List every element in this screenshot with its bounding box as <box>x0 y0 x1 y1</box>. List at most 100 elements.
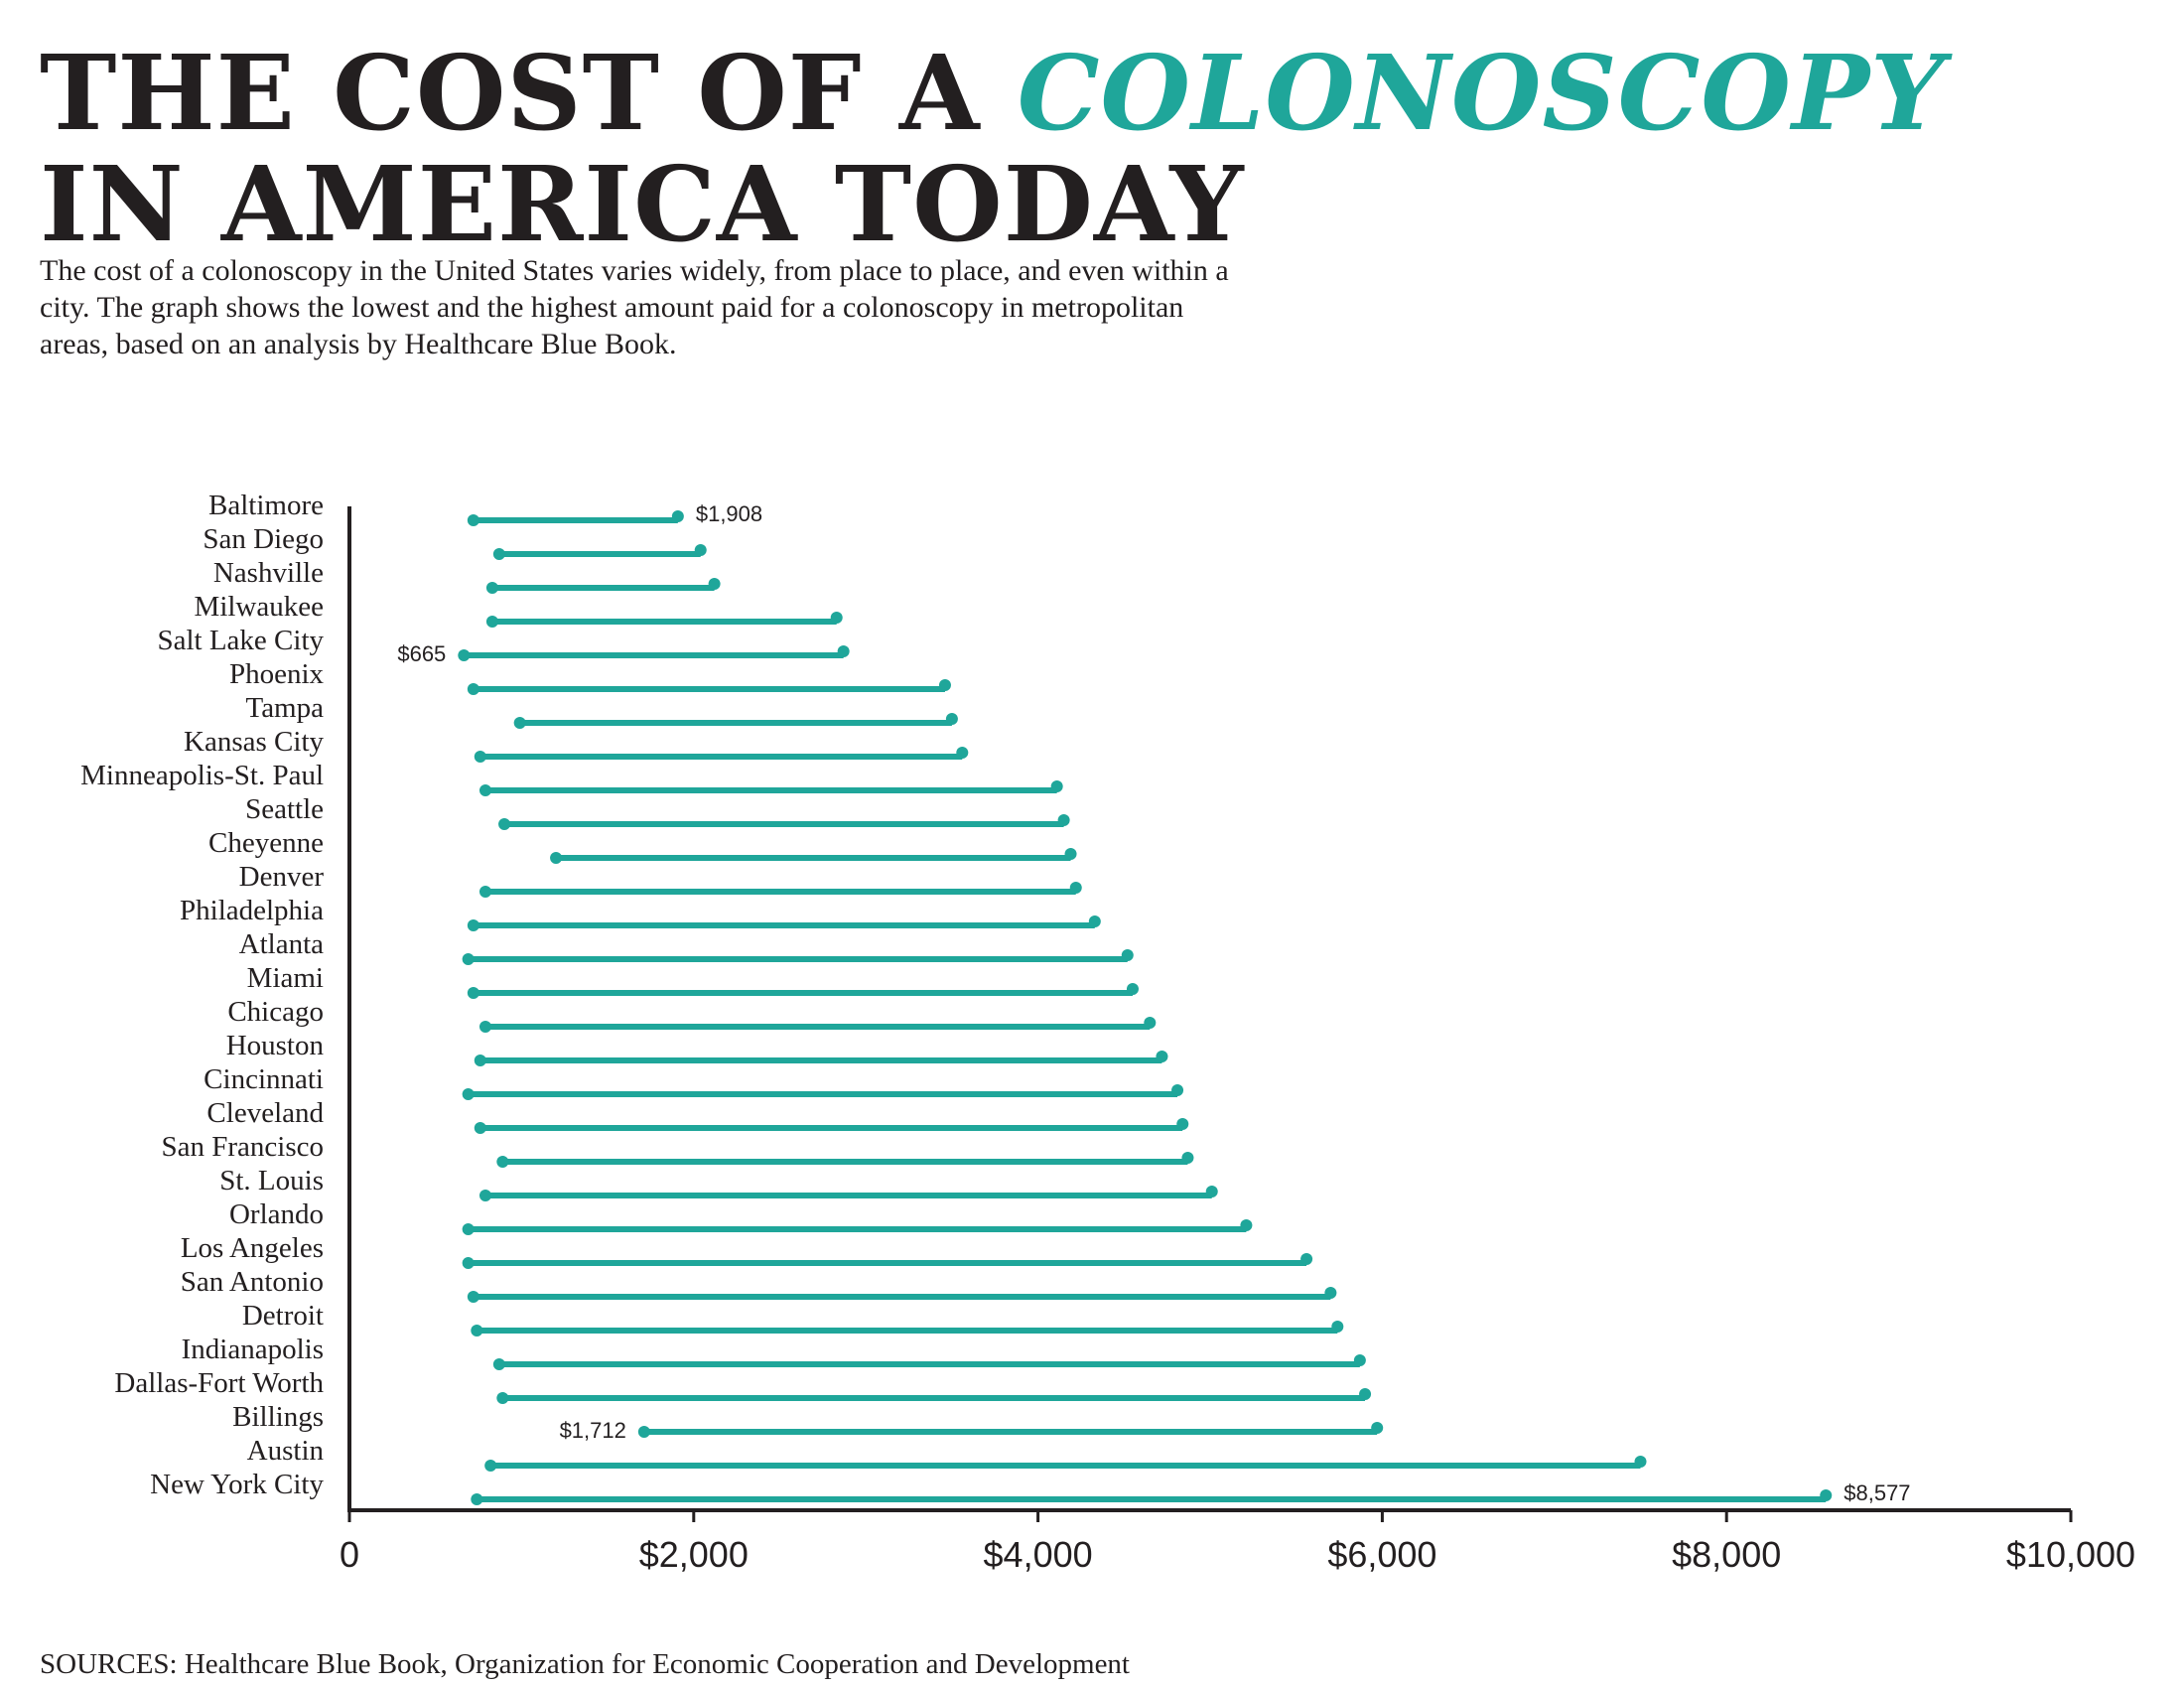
low-point <box>462 1223 475 1235</box>
city-label: St. Louis <box>219 1165 324 1196</box>
chart-row: Cheyenne <box>208 827 1077 864</box>
x-tick-label: $4,000 <box>984 1534 1093 1575</box>
low-point <box>474 1122 486 1134</box>
chart-row: Atlanta <box>239 928 1134 965</box>
high-point <box>1069 882 1082 894</box>
city-label: Miami <box>247 962 324 994</box>
low-point <box>474 1055 486 1066</box>
high-point <box>1324 1287 1337 1299</box>
high-point <box>837 645 850 657</box>
low-point <box>478 1190 491 1201</box>
city-label: Philadelphia <box>180 895 324 926</box>
source-note: SOURCES: Healthcare Blue Book, Organizat… <box>40 1648 1130 1680</box>
high-point <box>1371 1422 1384 1434</box>
city-label: Nashville <box>213 557 324 589</box>
chart-row: Seattle <box>245 793 1070 830</box>
high-value-label: $1,908 <box>696 501 762 526</box>
high-value-label: $8,577 <box>1843 1480 1910 1505</box>
low-point <box>474 751 486 763</box>
chart-row: Miami <box>247 962 1139 999</box>
chart-row: Billings $1,712 <box>232 1401 1384 1443</box>
city-label: Phoenix <box>229 658 325 690</box>
high-point <box>1144 1017 1157 1029</box>
low-point <box>478 784 491 796</box>
chart-row: Nashville <box>213 557 721 594</box>
high-point <box>1121 949 1134 961</box>
high-point <box>1359 1388 1372 1400</box>
high-point <box>694 544 707 556</box>
low-point <box>467 514 479 526</box>
high-point <box>1181 1152 1194 1164</box>
low-point <box>637 1426 650 1438</box>
chart-row: Dallas-Fort Worth <box>114 1367 1372 1404</box>
high-point <box>1205 1186 1218 1197</box>
title-accent-word: COLONOSCOPY <box>1017 32 1946 154</box>
x-tick-label: 0 <box>340 1534 359 1575</box>
low-point <box>471 1325 483 1336</box>
low-point <box>467 1291 479 1303</box>
high-point <box>1240 1219 1253 1231</box>
city-label: Tampa <box>246 692 325 724</box>
high-point <box>1634 1456 1647 1468</box>
title-line-2: IN AMERICA TODAY <box>40 143 1245 265</box>
low-point <box>513 717 526 729</box>
city-label: New York City <box>150 1469 324 1500</box>
low-point <box>492 1358 505 1370</box>
low-point <box>485 582 498 594</box>
chart-row: San Francisco <box>162 1131 1194 1168</box>
high-point <box>1050 780 1063 792</box>
high-point <box>1353 1354 1366 1366</box>
chart-title: THE COST OF A COLONOSCOPY IN AMERICA TOD… <box>40 38 1945 260</box>
low-value-label: $665 <box>397 641 446 666</box>
city-label: San Antonio <box>181 1266 324 1298</box>
city-label: Indianapolis <box>182 1334 324 1365</box>
chart-row: San Antonio <box>181 1266 1337 1303</box>
low-point <box>467 683 479 695</box>
x-tick-label: $10,000 <box>2006 1534 2135 1575</box>
low-point <box>478 1021 491 1033</box>
city-label: Los Angeles <box>181 1232 324 1264</box>
city-label: Salt Lake City <box>157 625 324 656</box>
low-point <box>492 548 505 560</box>
city-label: Minneapolis-St. Paul <box>80 760 324 791</box>
city-label: San Diego <box>203 523 324 555</box>
city-label: Chicago <box>227 996 324 1028</box>
high-point <box>830 612 843 624</box>
city-label: Cleveland <box>206 1097 324 1129</box>
chart-row: Orlando <box>229 1198 1253 1235</box>
chart-row: Cincinnati <box>204 1063 1184 1100</box>
high-point <box>1820 1489 1833 1501</box>
chart-row: Detroit <box>242 1300 1344 1336</box>
city-label: Kansas City <box>184 726 324 758</box>
high-point <box>1156 1051 1168 1062</box>
x-tick-label: $2,000 <box>639 1534 749 1575</box>
chart-row: Austin <box>247 1435 1647 1472</box>
chart-row: Indianapolis <box>182 1334 1366 1370</box>
low-point <box>462 1257 475 1269</box>
high-point <box>1057 814 1070 826</box>
chart-row: Kansas City <box>184 726 969 763</box>
city-label: San Francisco <box>162 1131 325 1163</box>
low-point <box>462 1088 475 1100</box>
city-label: Orlando <box>229 1198 324 1230</box>
high-point <box>1171 1084 1184 1096</box>
high-point <box>1126 983 1139 995</box>
low-value-label: $1,712 <box>560 1418 626 1443</box>
city-label: Denver <box>239 861 325 893</box>
chart-row: Phoenix <box>229 658 951 695</box>
high-point <box>1064 848 1077 860</box>
chart-row: Baltimore $1,908 <box>208 490 762 526</box>
high-point <box>708 578 721 590</box>
city-label: Cheyenne <box>208 827 324 859</box>
chart-row: Salt Lake City $665 <box>157 625 850 666</box>
city-label: Houston <box>226 1030 325 1061</box>
title-line-1: THE COST OF A COLONOSCOPY <box>40 32 1946 154</box>
high-point <box>1088 915 1101 927</box>
low-point <box>550 852 563 864</box>
city-label: Austin <box>247 1435 325 1467</box>
high-point <box>945 713 958 725</box>
low-point <box>471 1493 483 1505</box>
city-label: Baltimore <box>208 490 324 521</box>
city-label: Seattle <box>245 793 324 825</box>
low-point <box>496 1392 509 1404</box>
